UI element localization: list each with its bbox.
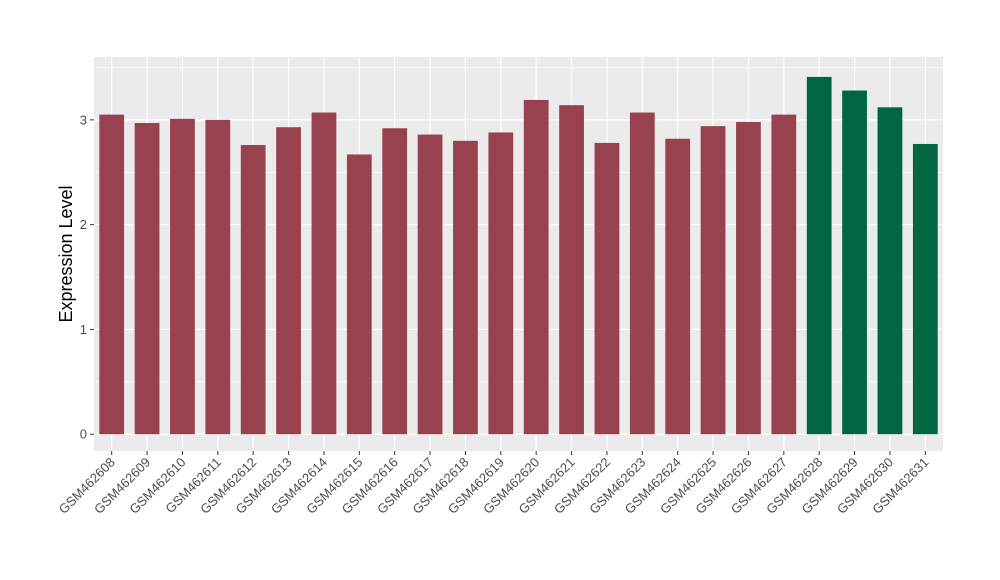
- bar-GSM462610: [170, 118, 195, 435]
- y-tick-label: 1: [80, 322, 87, 337]
- bar-GSM462624: [665, 138, 691, 435]
- bar-GSM462613: [276, 127, 301, 435]
- y-axis: 0 1 2 3: [80, 112, 94, 442]
- bar-GSM462620: [523, 99, 549, 435]
- bar-GSM462616: [382, 128, 408, 435]
- bar-GSM462629: [842, 90, 867, 435]
- y-tick-label: 3: [80, 112, 87, 127]
- bar-GSM462608: [99, 114, 125, 435]
- bar-GSM462625: [700, 126, 726, 435]
- y-tick-label: 2: [80, 217, 87, 232]
- bar-GSM462628: [806, 76, 832, 435]
- y-axis-label: Expression Level: [56, 185, 76, 322]
- bar-GSM462614: [311, 112, 337, 435]
- bar-GSM462626: [736, 121, 761, 435]
- bar-GSM462611: [205, 119, 231, 435]
- bars: [99, 76, 938, 435]
- bar-GSM462615: [346, 154, 372, 435]
- plot-panel: [94, 57, 943, 451]
- bar-GSM462612: [240, 145, 266, 435]
- bar-GSM462619: [488, 132, 514, 435]
- bar-GSM462630: [877, 107, 903, 435]
- bar-GSM462622: [594, 142, 620, 435]
- bar-GSM462617: [417, 134, 443, 435]
- x-axis: GSM462608GSM462609GSM462610GSM462611GSM4…: [56, 451, 931, 517]
- minor-gridlines: [94, 67, 943, 383]
- bar-GSM462627: [771, 114, 797, 435]
- y-tick-label: 0: [80, 427, 87, 442]
- bar-GSM462623: [629, 112, 655, 435]
- bar-GSM462631: [912, 143, 938, 435]
- bar-GSM462618: [453, 140, 478, 435]
- bar-GSM462621: [559, 105, 584, 435]
- bar-GSM462609: [134, 123, 160, 435]
